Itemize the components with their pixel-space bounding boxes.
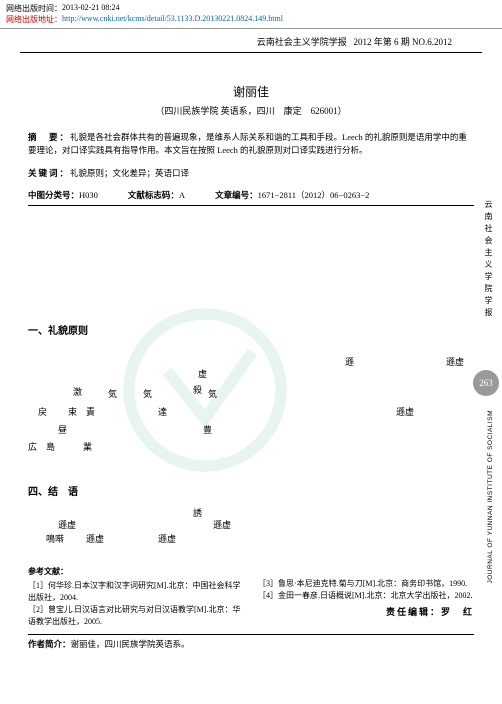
journal-name: 云南社会主义学院学报 <box>257 37 347 47</box>
page-number-badge: 263 <box>473 370 499 396</box>
doc-value: A <box>179 190 185 200</box>
export-meta: 网络出版时间： 2013-02-21 08:24 网络出版地址： http://… <box>0 0 502 29</box>
meta-url-value[interactable]: http://www.cnki.net/kcms/detail/53.1133.… <box>62 14 283 25</box>
meta-time-label: 网络出版时间： <box>6 3 62 14</box>
references: 参考文献： ［1］何华珍.日本汉字和汉字词研究[M].北京：中国社会科学出版社，… <box>28 566 474 628</box>
editor-line: 责任编辑：罗 红 <box>258 606 474 620</box>
author-bio: 作者简介：谢丽佳，四川民族学院英语系。 <box>28 638 474 650</box>
artno-label: 文章编号： <box>215 190 258 200</box>
footer-separator <box>28 634 474 635</box>
section-1-title: 一、礼貌原则 <box>28 322 474 337</box>
keywords-label: 关键词： <box>28 168 70 178</box>
classification-line: 中图分类号：H030 文献标志码：A 文章编号：1671−2811（2012）0… <box>28 189 474 201</box>
author-name: 谢丽佳 <box>28 83 474 100</box>
clc-label: 中图分类号： <box>28 190 79 200</box>
affiliation: （四川民族学院 英语系，四川 康定 626001） <box>28 104 474 117</box>
abstract-label: 摘 要： <box>28 132 70 142</box>
sidebar-journal-cn: 云南社会主义学院学报 <box>483 200 494 320</box>
meta-time-value: 2013-02-21 08:24 <box>62 3 120 14</box>
section-4-title: 四、结 语 <box>28 483 474 498</box>
ref-item: ［3］鲁思·本尼迪克特.菊与刀[M].北京：商务印书馆，1990. <box>258 578 474 590</box>
abstract-text: 礼貌是各社会群体共有的普遍现象，是维系人际关系和谐的工具和手段。Leech 的礼… <box>28 132 467 155</box>
body-text-fragment: 遜 遜虚 虚 激 気 気 殺 気 戻 束 責 達 遜虚 昼 豊 広 島 業 <box>28 345 474 475</box>
clc-value: H030 <box>79 190 98 200</box>
refs-title: 参考文献： <box>28 566 244 578</box>
ref-item: ［4］金田一春彦.日语概说[M].北京：北京大学出版社，2002. <box>258 590 474 602</box>
journal-header: 云南社会主义学院学报 2012 年第 6 期 NO.6.2012 <box>20 29 482 53</box>
doc-label: 文献标志码： <box>128 190 179 200</box>
artno-value: 1671−2811（2012）06−0263−2 <box>258 190 370 200</box>
keywords: 关键词：礼貌原则；文化差异；英语口译 <box>28 167 474 180</box>
separator <box>28 205 474 206</box>
issue-info: 2012 年第 6 期 NO.6.2012 <box>354 37 453 47</box>
conclusion-fragment: 誘 遜虚 遜虚 鳴啭 遜虚 遜虚 <box>28 506 474 556</box>
ref-item: ［1］何华珍.日本汉字和汉字词研究[M].北京：中国社会科学出版社，2004. <box>28 580 244 604</box>
ref-item: ［2］曾宝儿.日汉语言对比研究与对日汉语教学[M].北京：华语教学出版社，200… <box>28 604 244 628</box>
abstract: 摘 要：礼貌是各社会群体共有的普遍现象，是维系人际关系和谐的工具和手段。Leec… <box>28 131 474 157</box>
sidebar-journal-en: JOURNAL OF YUNNAN INSTITUTE OF SOCIALISM <box>487 410 494 584</box>
keywords-text: 礼貌原则；文化差异；英语口译 <box>70 168 189 178</box>
meta-url-label: 网络出版地址： <box>6 14 62 25</box>
